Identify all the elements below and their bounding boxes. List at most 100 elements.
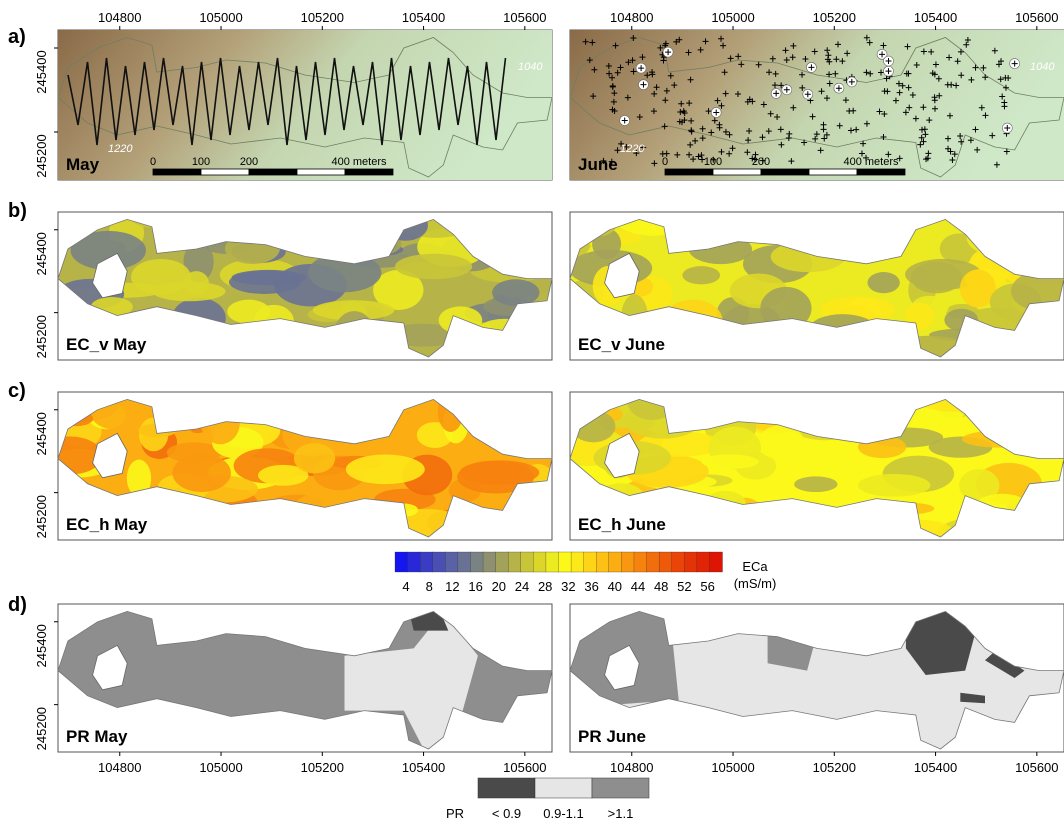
sample-point — [699, 135, 706, 142]
x-tick-label-bottom: 105600 — [503, 760, 546, 775]
eca-legend-swatch — [671, 551, 685, 573]
sample-point — [688, 117, 695, 124]
sample-point — [771, 82, 778, 89]
sample-point — [667, 72, 674, 79]
sample-point — [982, 74, 989, 81]
sample-point — [878, 69, 885, 76]
sample-point — [745, 137, 752, 144]
sample-point — [729, 145, 736, 152]
x-tick-label-bottom: 105400 — [402, 760, 445, 775]
sample-point — [759, 134, 766, 141]
sample-point — [755, 61, 762, 68]
sample-point — [722, 128, 729, 135]
sample-point — [863, 120, 870, 127]
sample-point — [614, 69, 621, 76]
sample-point — [833, 56, 840, 63]
scalebar-label: 100 — [704, 156, 722, 168]
pr-class-low — [905, 611, 976, 675]
eca-legend-title: ECa — [742, 559, 768, 574]
sample-point — [863, 69, 870, 76]
sample-point — [896, 155, 903, 162]
sample-point — [681, 110, 688, 117]
sample-point — [606, 70, 613, 77]
eca-legend-tick: 4 — [402, 579, 409, 594]
sample-point — [964, 37, 971, 44]
sample-point — [974, 146, 981, 153]
eca-legend-tick: 20 — [492, 579, 506, 594]
sample-point — [948, 81, 955, 88]
scalebar-label: 200 — [752, 156, 770, 168]
sample-point — [783, 57, 790, 64]
eca-patch — [307, 253, 382, 293]
x-tick-label-top: 105400 — [402, 10, 445, 25]
sample-point — [612, 42, 619, 49]
sample-point — [600, 157, 607, 164]
sample-point — [663, 150, 670, 157]
sample-point — [625, 59, 632, 66]
eca-legend-swatch — [420, 551, 434, 573]
scalebar-segment — [296, 168, 346, 176]
sample-point — [885, 151, 892, 158]
eca-legend-swatch — [482, 551, 497, 573]
scalebar-label: 100 — [192, 156, 210, 168]
eca-patch — [959, 469, 1000, 503]
sample-point — [945, 145, 952, 152]
pr-class-low — [985, 651, 1025, 678]
pr-legend-label: >1.1 — [608, 806, 634, 821]
sample-point — [821, 135, 828, 142]
sample-point — [708, 129, 715, 136]
sample-point — [818, 88, 825, 95]
sample-point — [936, 92, 943, 99]
eca-legend-swatch — [658, 551, 673, 573]
sample-point — [923, 156, 930, 163]
eca-legend-tick: 24 — [515, 579, 529, 594]
sample-point — [639, 54, 646, 61]
sample-point — [790, 104, 797, 111]
sample-point — [920, 48, 927, 55]
eca-legend-swatch — [445, 551, 459, 573]
sample-point — [589, 39, 596, 46]
panel-a-left-terrain — [58, 30, 552, 180]
sample-point — [866, 39, 873, 46]
eca-patch — [761, 438, 839, 463]
y-tick-label: 245200 — [34, 134, 49, 177]
scalebar-label: 400 meters — [843, 156, 899, 168]
eca-patch — [172, 453, 231, 493]
eca-legend-swatch — [570, 551, 585, 573]
sample-point — [947, 148, 954, 155]
sample-point — [931, 71, 938, 78]
panel-a-left — [57, 30, 553, 180]
panel-a-right — [569, 30, 1064, 180]
eca-legend-swatch — [432, 551, 446, 573]
eca-legend-swatch — [520, 551, 534, 573]
calibration-point-cross — [835, 85, 842, 92]
sample-point — [752, 151, 759, 158]
sample-point — [993, 161, 1000, 168]
eca-legend-swatch — [508, 551, 522, 573]
sample-point — [746, 128, 753, 135]
sample-point — [896, 89, 903, 96]
sample-point — [809, 113, 816, 120]
sample-point — [653, 84, 660, 91]
sample-point — [799, 71, 806, 78]
sample-point — [738, 61, 745, 68]
sample-point — [801, 139, 808, 146]
sample-point — [640, 144, 647, 151]
sample-point — [677, 108, 684, 115]
sample-point — [824, 95, 831, 102]
eca-legend-tick: 48 — [654, 579, 668, 594]
pr-class-mid — [344, 611, 478, 749]
sample-point — [614, 147, 621, 154]
sample-point — [834, 41, 841, 48]
sample-point — [946, 112, 953, 119]
sample-point — [922, 131, 929, 138]
sample-point — [609, 82, 616, 89]
calibration-point-cross — [640, 81, 647, 88]
panel-c-right-outline — [569, 398, 1064, 538]
calibration-point-cross — [783, 86, 790, 93]
sample-point — [844, 50, 851, 57]
eca-legend-swatch — [545, 551, 560, 573]
sample-point — [848, 127, 855, 134]
panel-d-right-label: PR June — [578, 727, 646, 746]
sample-point — [746, 96, 753, 103]
